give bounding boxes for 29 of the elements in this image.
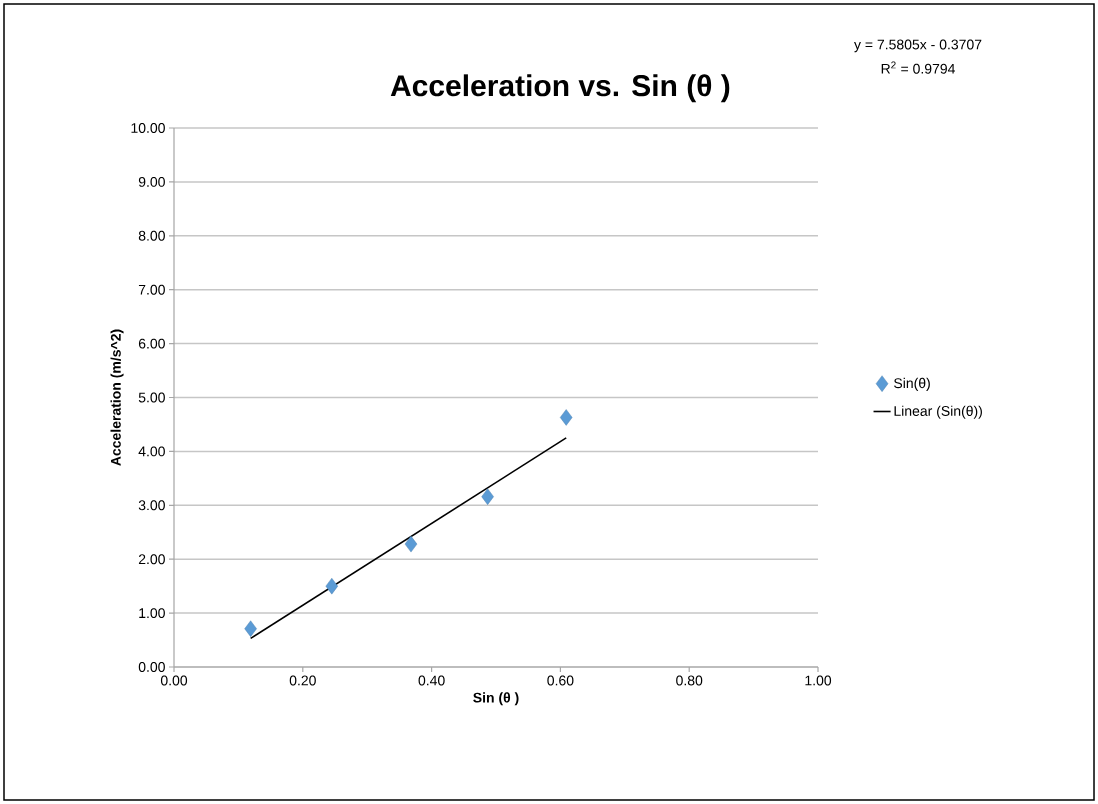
x-tick-label: 0.60 <box>547 675 574 686</box>
x-tick-label: 0.40 <box>418 675 445 686</box>
y-tick-label: 5.00 <box>138 392 165 403</box>
point <box>481 488 494 505</box>
y-tick-label: 2.00 <box>138 554 165 565</box>
legend-label: Sin(θ) <box>894 377 930 391</box>
y-tick-label: 0.00 <box>138 662 165 672</box>
text: y = 7.5805x - 0.3707 <box>854 39 982 53</box>
point <box>244 620 257 637</box>
y-tick-label: 3.00 <box>138 500 165 511</box>
y-tick-label: 1.00 <box>139 608 165 619</box>
text: R$^{2}$ = 0.9794 <box>881 61 955 74</box>
x-axis-title: Sin (θ ) <box>473 692 519 706</box>
x-tick-label: 0.00 <box>160 675 188 686</box>
point <box>560 409 573 426</box>
chart-title: Acceleration vs. Sin (θ ) <box>390 74 730 103</box>
y-tick-label: 8.00 <box>138 230 165 241</box>
x-tick-label: 0.20 <box>289 675 316 686</box>
point <box>325 577 338 595</box>
x-tick-label: 1.00 <box>805 675 832 686</box>
point <box>404 535 418 553</box>
y-tick-label: 4.00 <box>138 446 165 457</box>
y-axis-title: Acceleration (m/s^2) <box>110 329 124 466</box>
y-tick-label: 6.00 <box>138 338 165 349</box>
x-tick-label: 0.80 <box>676 675 703 686</box>
legend-label: Linear (Sin(θ)) <box>894 405 982 419</box>
y-tick-label: 9.00 <box>138 176 165 187</box>
y-tick-label: 7.00 <box>138 284 165 295</box>
y-tick-label: 10.00 <box>131 123 165 133</box>
